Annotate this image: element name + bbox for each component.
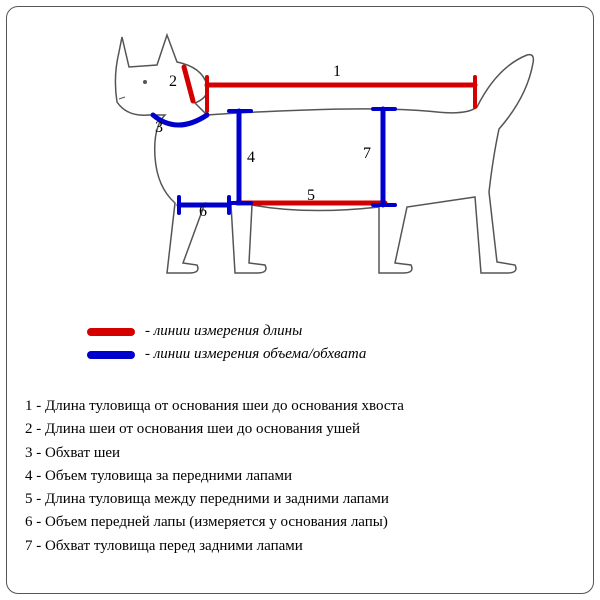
note-3: 3 - Обхват шеи xyxy=(25,442,404,465)
legend-text-girth: - линии измерения объема/обхвата xyxy=(145,346,366,363)
note-6: 6 - Объем передней лапы (измеряется у ос… xyxy=(25,511,404,534)
label-5: 5 xyxy=(307,187,315,205)
label-1: 1 xyxy=(333,63,341,81)
label-4: 4 xyxy=(247,149,255,167)
label-7: 7 xyxy=(363,145,371,163)
note-5: 5 - Длина туловища между передними и зад… xyxy=(25,488,404,511)
notes-list: 1 - Длина туловища от основания шеи до о… xyxy=(25,395,404,558)
label-6: 6 xyxy=(199,203,207,221)
legend-swatch-girth xyxy=(87,351,135,359)
note-2: 2 - Длина шеи от основания шеи до основа… xyxy=(25,418,404,441)
legend-swatch-length xyxy=(87,328,135,336)
note-1: 1 - Длина туловища от основания шеи до о… xyxy=(25,395,404,418)
label-2: 2 xyxy=(169,73,177,91)
legend-text-length: - линии измерения длины xyxy=(145,323,302,340)
cat-diagram: 1 2 3 4 5 6 7 xyxy=(7,7,593,307)
label-3: 3 xyxy=(155,119,163,137)
note-4: 4 - Объем туловища за передними лапами xyxy=(25,465,404,488)
note-7: 7 - Обхват туловища перед задними лапами xyxy=(25,535,404,558)
legend: - линии измерения длины - линии измерени… xyxy=(87,323,366,369)
